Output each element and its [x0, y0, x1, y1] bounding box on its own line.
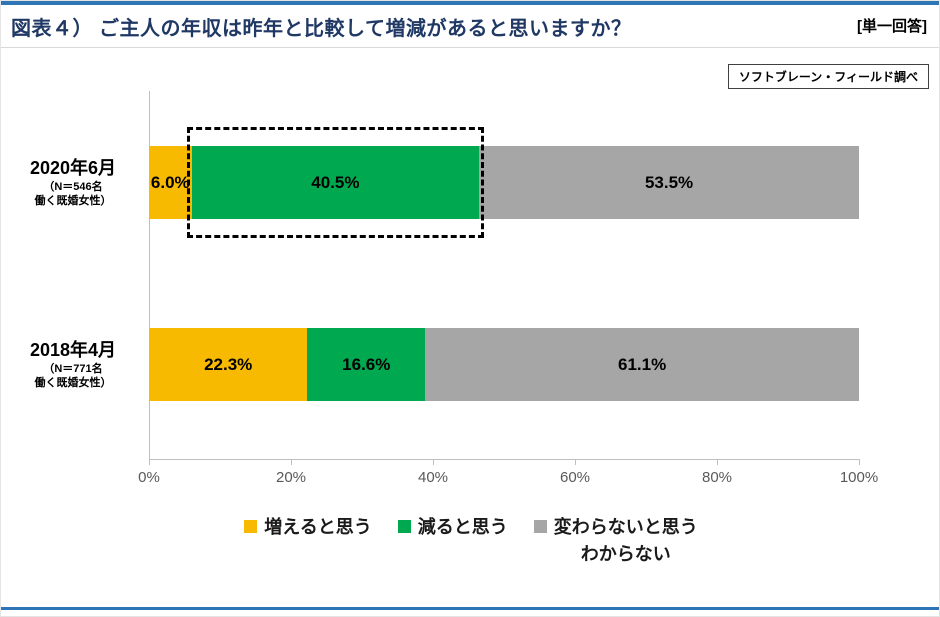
value-label: 6.0% — [150, 172, 190, 192]
category-note: （N＝546名 — [43, 180, 103, 193]
x-tick-mark — [291, 459, 292, 465]
stacked-bar: 22.3% 16.6% 61.1% — [149, 328, 859, 401]
category-note: 働く既婚女性） — [34, 377, 112, 390]
bar-segment: 16.6% — [307, 328, 426, 401]
x-tick-mark — [149, 459, 150, 465]
legend: 増えると思う 減ると思う 変わらないと思う わからない — [1, 514, 939, 568]
x-tick-mark — [575, 459, 576, 465]
top-accent-rule — [1, 1, 939, 5]
value-label: 16.6% — [342, 354, 391, 374]
bar-segment: 22.3% — [149, 328, 308, 401]
x-tick-label: 100% — [839, 469, 879, 486]
bar-segment: 6.0% — [149, 146, 192, 219]
value-label: 40.5% — [311, 172, 360, 192]
legend-swatch-icon — [397, 520, 411, 533]
legend-item: 増えると思う — [244, 514, 372, 541]
legend-label: 変わらないと思う わからない — [553, 517, 698, 564]
legend-item: 減ると思う — [397, 514, 508, 541]
x-tick-label: 60% — [559, 469, 591, 486]
legend-item: 変わらないと思う わからない — [533, 514, 698, 568]
category-note: （N＝771名 — [43, 362, 103, 375]
x-tick-label: 0% — [138, 469, 160, 486]
category-title: 2020年6月 — [29, 157, 117, 178]
bar-row: 2018年4月 （N＝771名 働く既婚女性） 22.3% 16.6% 61.1% — [1, 328, 939, 401]
stacked-bar: 6.0% 40.5% 53.5% — [149, 146, 859, 219]
chart-canvas: ソフトブレーン・フィールド調べ 2020年6月 （N＝546名 働く既婚女性） 6.0… — [1, 51, 939, 611]
bar-row: 2020年6月 （N＝546名 働く既婚女性） 6.0% 40.5% 53.5% — [1, 146, 939, 219]
legend-label: 増えると思う — [264, 517, 372, 537]
value-label: 53.5% — [644, 172, 694, 192]
x-tick-label: 20% — [275, 469, 307, 486]
legend-label: 減ると思う — [417, 517, 508, 537]
x-tick-mark — [717, 459, 718, 465]
header-divider — [1, 47, 939, 48]
figure-title: 図表４） ご主人の年収は昨年と比較して増減があると思いますか？ — [11, 18, 632, 40]
header: 図表４） ご主人の年収は昨年と比較して増減があると思いますか？ [単一回答] — [11, 12, 927, 41]
legend-swatch-icon — [533, 520, 547, 533]
category-label: 2018年4月 （N＝771名 働く既婚女性） — [1, 339, 145, 391]
value-label: 61.1% — [617, 354, 667, 374]
category-title: 2018年4月 — [29, 339, 117, 360]
value-label: 22.3% — [204, 354, 253, 374]
y-axis-line — [149, 91, 150, 459]
x-axis-line — [149, 459, 860, 460]
source-note: ソフトブレーン・フィールド調べ — [727, 64, 929, 89]
highlight-dashed-box — [186, 127, 485, 238]
answer-type-label: [単一回答] — [857, 18, 927, 35]
bottom-accent-rule — [1, 607, 939, 610]
legend-swatch-icon — [244, 520, 258, 533]
bar-segment: 61.1% — [425, 328, 859, 401]
category-note: 働く既婚女性） — [34, 195, 112, 208]
x-tick-label: 40% — [417, 469, 449, 486]
bar-segment: 40.5% — [191, 146, 480, 219]
bar-segment: 53.5% — [479, 146, 859, 219]
x-tick-mark — [859, 459, 860, 465]
x-tick-label: 80% — [701, 469, 733, 486]
x-tick-mark — [433, 459, 434, 465]
category-label: 2020年6月 （N＝546名 働く既婚女性） — [1, 157, 145, 209]
